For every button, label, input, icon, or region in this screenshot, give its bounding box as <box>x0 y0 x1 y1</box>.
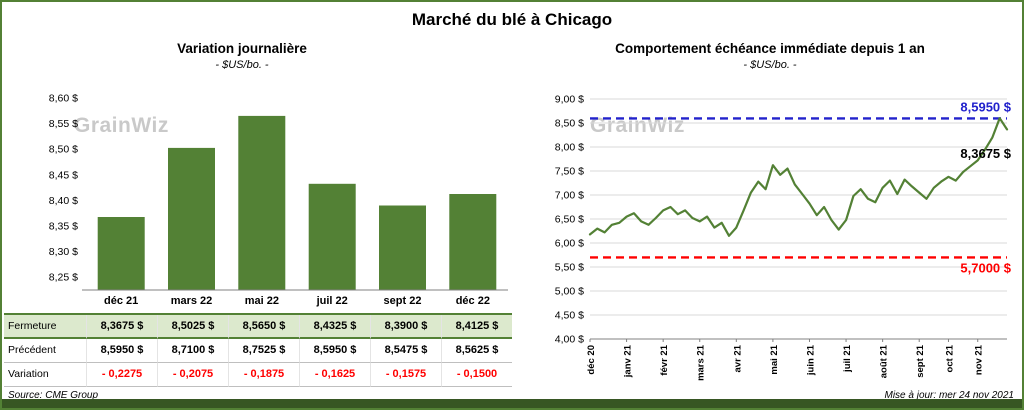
precedent-value: 8,7525 $ <box>228 339 299 363</box>
svg-text:oct 21: oct 21 <box>944 344 955 372</box>
bar-0 <box>97 217 145 290</box>
left-chart-title: Variation journalière <box>177 41 307 56</box>
svg-text:4,00 $: 4,00 $ <box>555 334 584 346</box>
precedent-value: 8,5950 $ <box>299 339 370 363</box>
price-table: Fermeture 8,3675 $ 8,5025 $ 8,5650 $ 8,4… <box>4 313 512 387</box>
line-chart-y-axis: 9,00 $ 8,50 $ 8,00 $ 7,50 $ 7,00 $ 6,50 $ 6,00… <box>555 94 584 346</box>
bar-4 <box>379 205 426 290</box>
svg-text:8,25 $: 8,25 $ <box>49 272 78 284</box>
svg-text:mars 22: mars 22 <box>171 295 213 307</box>
svg-text:5,00 $: 5,00 $ <box>555 286 584 298</box>
line-chart-reference-lines <box>590 117 1007 259</box>
svg-text:déc 22: déc 22 <box>456 295 490 307</box>
svg-text:mai 22: mai 22 <box>245 295 279 307</box>
variation-value: - 0,1575 <box>370 363 441 387</box>
source-note: Source: CME Group <box>8 390 99 401</box>
close-annotation: 8,3675 $ <box>960 146 1011 161</box>
svg-text:avr 21: avr 21 <box>732 344 743 372</box>
svg-text:févr 21: févr 21 <box>659 344 670 375</box>
right-chart-title: Comportement échéance immédiate depuis 1… <box>615 41 925 56</box>
svg-text:8,50 $: 8,50 $ <box>555 118 584 130</box>
front-month-line-chart: 9,00 $ 8,50 $ 8,00 $ 7,50 $ 7,00 $ 6,50 $ 6,00… <box>555 94 1012 381</box>
svg-text:nov 21: nov 21 <box>974 344 985 375</box>
fermeture-value: 8,3675 $ <box>86 315 157 339</box>
bottom-green-bar <box>2 399 1022 408</box>
bar-3 <box>308 183 356 290</box>
precedent-value: 8,5950 $ <box>86 339 157 363</box>
svg-text:6,00 $: 6,00 $ <box>555 238 584 250</box>
svg-text:déc 20: déc 20 <box>586 345 597 375</box>
svg-text:mai 21: mai 21 <box>769 344 780 374</box>
right-chart-subtitle: - $US/bo. - <box>743 59 797 71</box>
line-chart-series <box>588 117 1009 237</box>
svg-text:7,00 $: 7,00 $ <box>555 190 584 202</box>
fermeture-value: 8,5025 $ <box>157 315 228 339</box>
left-chart-subtitle: - $US/bo. - <box>215 59 269 71</box>
bar-5 <box>449 194 497 290</box>
svg-text:7,50 $: 7,50 $ <box>555 166 584 178</box>
page-title: Marché du blé à Chicago <box>411 10 613 29</box>
fermeture-value: 8,4125 $ <box>441 315 512 339</box>
line-chart-x-axis: déc 20 janv 21 févr 21 mars 21 avr 21 mai 21 j… <box>586 338 1007 381</box>
svg-text:août 21: août 21 <box>879 344 890 378</box>
variation-value: - 0,2075 <box>157 363 228 387</box>
row-label-fermeture: Fermeture <box>4 315 86 339</box>
svg-text:9,00 $: 9,00 $ <box>555 94 584 106</box>
grainwiz-watermark: GrainWiz <box>590 114 685 137</box>
svg-text:juil 21: juil 21 <box>842 344 853 373</box>
fermeture-value: 8,4325 $ <box>299 315 370 339</box>
high-annotation: 8,5950 $ <box>960 99 1011 114</box>
svg-text:8,50 $: 8,50 $ <box>49 144 78 156</box>
bar-chart-y-axis: 8,60 $ 8,55 $ 8,50 $ 8,45 $ 8,40 $ 8,35 $ 8,30… <box>49 93 78 284</box>
svg-text:sept 21: sept 21 <box>915 344 926 377</box>
svg-text:juin 21: juin 21 <box>805 344 816 376</box>
grainwiz-watermark: GrainWiz <box>74 114 169 137</box>
svg-text:4,50 $: 4,50 $ <box>555 310 584 322</box>
precedent-value: 8,5625 $ <box>441 339 512 363</box>
svg-text:8,45 $: 8,45 $ <box>49 169 78 181</box>
svg-text:janv 21: janv 21 <box>623 344 634 378</box>
daily-variation-bar-chart: 8,60 $ 8,55 $ 8,50 $ 8,45 $ 8,40 $ 8,35 $ 8,30… <box>49 93 508 307</box>
updated-note: Mise à jour: mer 24 nov 2021 <box>884 390 1014 401</box>
precedent-value: 8,7100 $ <box>157 339 228 363</box>
bar-chart-bars <box>97 115 497 291</box>
precedent-value: 8,5475 $ <box>370 339 441 363</box>
bar-1 <box>168 147 215 290</box>
svg-text:sept 22: sept 22 <box>384 295 422 307</box>
row-label-precedent: Précédent <box>4 339 86 363</box>
svg-text:8,60 $: 8,60 $ <box>49 93 78 105</box>
fermeture-value: 8,5650 $ <box>228 315 299 339</box>
line-chart-gridlines <box>590 98 1007 340</box>
svg-text:8,55 $: 8,55 $ <box>49 118 78 130</box>
svg-text:mars 21: mars 21 <box>696 344 707 381</box>
bar-2 <box>238 115 286 291</box>
low-annotation: 5,7000 $ <box>960 260 1011 275</box>
svg-text:8,40 $: 8,40 $ <box>49 195 78 207</box>
svg-text:déc 21: déc 21 <box>104 295 138 307</box>
price-line <box>588 117 1009 237</box>
svg-text:8,35 $: 8,35 $ <box>49 221 78 233</box>
bar-chart-x-axis: déc 21 mars 22 mai 22 juil 22 sept 22 déc 22 <box>82 289 508 307</box>
svg-text:8,30 $: 8,30 $ <box>49 246 78 258</box>
fermeture-value: 8,3900 $ <box>370 315 441 339</box>
svg-text:5,50 $: 5,50 $ <box>555 262 584 274</box>
row-label-variation: Variation <box>4 363 86 387</box>
svg-text:6,50 $: 6,50 $ <box>555 214 584 226</box>
svg-text:8,00 $: 8,00 $ <box>555 142 584 154</box>
variation-value: - 0,2275 <box>86 363 157 387</box>
svg-text:juil 22: juil 22 <box>316 295 348 307</box>
variation-value: - 0,1625 <box>299 363 370 387</box>
variation-value: - 0,1500 <box>441 363 512 387</box>
line-chart-annotations: 8,5950 $ 8,3675 $ 5,7000 $ <box>960 99 1011 275</box>
variation-value: - 0,1875 <box>228 363 299 387</box>
